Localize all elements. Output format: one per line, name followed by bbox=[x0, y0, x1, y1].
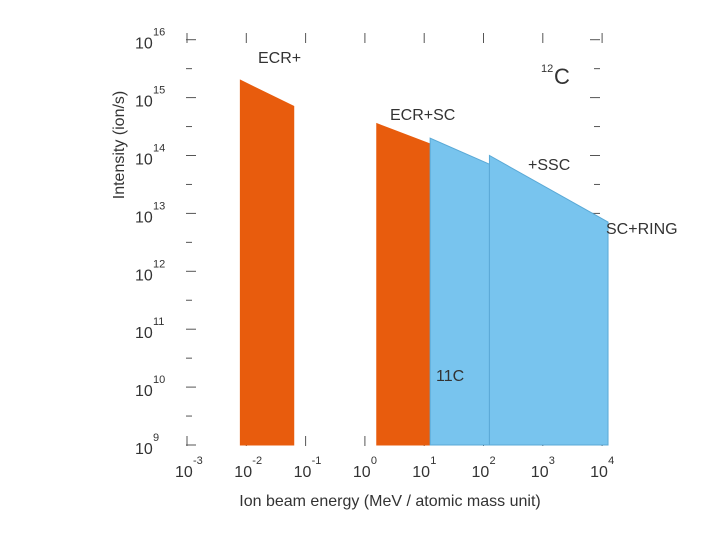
x-tick-label: 100 bbox=[353, 455, 377, 481]
x-tick-exponent: -1 bbox=[312, 455, 322, 467]
y-tick-base: 10 bbox=[135, 325, 153, 342]
annotation-ecr-sc: ECR+SC bbox=[390, 107, 455, 124]
x-tick-exponent: 4 bbox=[608, 455, 614, 467]
ion-symbol: C bbox=[554, 64, 570, 89]
ion-mass-number: 12 bbox=[541, 63, 553, 75]
region-ecr-sc-ssc-ring bbox=[488, 154, 609, 446]
y-tick-exponent: 10 bbox=[153, 374, 165, 386]
region-ecr-sc-ssc bbox=[429, 137, 490, 446]
x-tick-base: 10 bbox=[175, 464, 193, 481]
y-axis-label: Intensity (ion/s) bbox=[111, 91, 128, 199]
y-tick-exponent: 13 bbox=[153, 200, 165, 212]
x-tick-label: 101 bbox=[412, 455, 436, 481]
y-tick-base: 10 bbox=[135, 94, 153, 111]
y-tick-exponent: 9 bbox=[153, 432, 159, 444]
y-tick-base: 10 bbox=[135, 267, 153, 284]
y-tick-base: 10 bbox=[135, 383, 153, 400]
tick-labels: 109101010111012101310141015101610-310-21… bbox=[135, 27, 614, 481]
x-tick-base: 10 bbox=[234, 464, 252, 481]
x-tick-base: 10 bbox=[590, 464, 608, 481]
y-tick-base: 10 bbox=[135, 152, 153, 169]
x-tick-label: 102 bbox=[472, 455, 496, 481]
x-tick-base: 10 bbox=[353, 464, 371, 481]
x-tick-label: 10-3 bbox=[175, 455, 203, 481]
x-tick-base: 10 bbox=[294, 464, 312, 481]
region-ecr bbox=[239, 79, 295, 446]
x-tick-base: 10 bbox=[531, 464, 549, 481]
x-tick-exponent: 1 bbox=[430, 455, 436, 467]
annotation-ring: SC+RING bbox=[606, 221, 678, 238]
y-tick-base: 10 bbox=[135, 441, 153, 458]
x-tick-exponent: -2 bbox=[252, 455, 262, 467]
y-tick-base: 10 bbox=[135, 209, 153, 226]
y-tick-exponent: 15 bbox=[153, 85, 165, 97]
x-tick-exponent: 3 bbox=[549, 455, 555, 467]
x-tick-base: 10 bbox=[472, 464, 490, 481]
y-tick-exponent: 12 bbox=[153, 258, 165, 270]
annotation-11c: 11C bbox=[436, 368, 464, 385]
y-tick-base: 10 bbox=[135, 36, 153, 53]
x-tick-exponent: -3 bbox=[193, 455, 203, 467]
y-tick-exponent: 11 bbox=[153, 316, 164, 328]
x-tick-exponent: 2 bbox=[490, 455, 496, 467]
annotation-ecr: ECR+ bbox=[258, 50, 301, 67]
y-tick-exponent: 14 bbox=[153, 143, 165, 155]
region-ecr-sc bbox=[376, 122, 431, 446]
x-tick-label: 10-1 bbox=[294, 455, 322, 481]
beam-regions bbox=[239, 79, 609, 446]
ion-label: 12 C bbox=[541, 63, 570, 89]
x-tick-exponent: 0 bbox=[371, 455, 377, 467]
annotation-ssc: +SSC bbox=[528, 157, 570, 174]
x-tick-label: 10-2 bbox=[234, 455, 262, 481]
x-tick-label: 103 bbox=[531, 455, 555, 481]
x-tick-base: 10 bbox=[412, 464, 430, 481]
y-tick-exponent: 16 bbox=[153, 27, 165, 39]
x-tick-label: 104 bbox=[590, 455, 614, 481]
x-axis-label: Ion beam energy (MeV / atomic mass unit) bbox=[239, 493, 540, 510]
y-tick-label: 109 bbox=[135, 432, 159, 458]
